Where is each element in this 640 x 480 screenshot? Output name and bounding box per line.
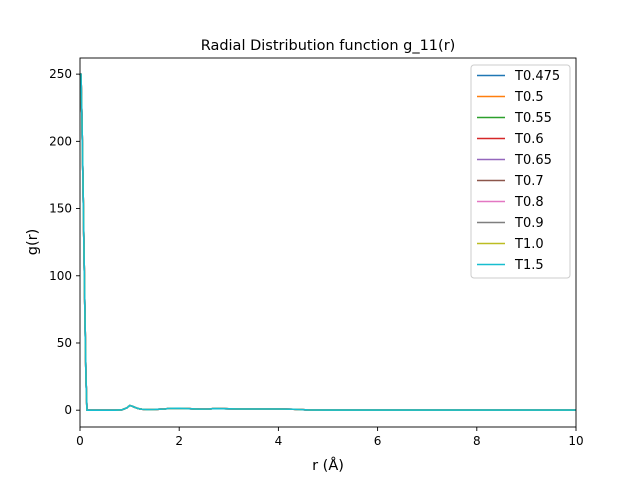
x-tick-label: 0: [76, 434, 84, 448]
chart-title: Radial Distribution function g_11(r): [201, 38, 456, 54]
legend-label: T1.5: [514, 258, 544, 273]
plot-area: [79, 57, 577, 428]
y-tick-label: 250: [49, 67, 72, 81]
y-tick-label: 150: [49, 202, 72, 216]
legend-label: T0.8: [514, 195, 544, 210]
x-axis-ticks: 0 2 4 6 8 10: [76, 427, 584, 448]
y-tick-label: 100: [49, 269, 72, 283]
legend-label: T0.9: [514, 216, 544, 231]
legend-label: T0.7: [514, 174, 544, 189]
series-line: [79, 73, 576, 412]
x-axis-label: r (Å): [312, 457, 344, 474]
legend-label: T1.0: [514, 237, 544, 252]
y-axis-label: g(r): [25, 229, 41, 255]
legend-label: T0.475: [514, 69, 560, 84]
x-tick-label: 2: [175, 434, 183, 448]
x-tick-label: 8: [473, 434, 481, 448]
x-tick-label: 10: [568, 434, 583, 448]
y-tick-label: 0: [64, 403, 72, 417]
legend-label: T0.5: [514, 90, 544, 105]
y-axis-ticks: 0 50 100 150 200 250: [49, 67, 80, 417]
legend: T0.475 T0.5 T0.55 T0.6 T0.65 T0.7 T0.8 T0.9 T1.0…: [470, 64, 571, 279]
x-tick-label: 4: [275, 434, 283, 448]
y-tick-label: 200: [49, 134, 72, 148]
legend-label: T0.6: [514, 132, 544, 147]
legend-label: T0.65: [514, 153, 552, 168]
x-tick-label: 6: [374, 434, 382, 448]
y-tick-label: 50: [57, 336, 72, 350]
legend-items: T0.475 T0.5 T0.55 T0.6 T0.65 T0.7 T0.8 T0.9 T1.0…: [477, 69, 560, 273]
axes-frame: [79, 57, 577, 428]
legend-label: T0.55: [514, 111, 552, 126]
series-lines: [79, 73, 576, 412]
